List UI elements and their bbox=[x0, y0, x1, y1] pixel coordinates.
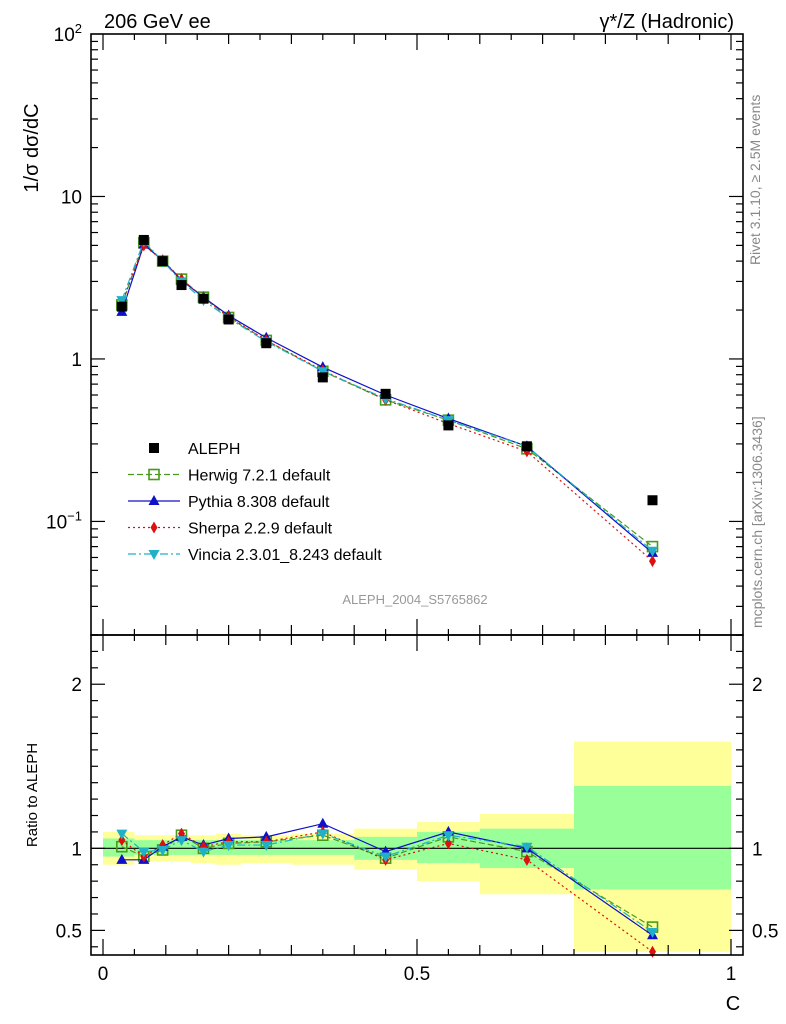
ratio-point-vincia bbox=[197, 847, 209, 858]
main-point-data bbox=[443, 420, 454, 431]
watermark: ALEPH_2004_S5765862 bbox=[342, 592, 487, 607]
ratio-point-sherpa bbox=[523, 853, 531, 866]
main-point-data bbox=[380, 388, 391, 399]
ratio-y-axis-label: Ratio to ALEPH bbox=[24, 743, 41, 847]
ratio-point-vincia bbox=[176, 836, 187, 847]
x-axis-label: C bbox=[726, 993, 740, 1015]
ratio-point-vincia bbox=[521, 842, 533, 853]
ratio-point-vincia bbox=[157, 845, 169, 856]
main-point-sherpa bbox=[649, 555, 656, 568]
main-point-data bbox=[261, 338, 272, 349]
main-point-data bbox=[157, 256, 168, 267]
ratio-point-sherpa bbox=[444, 837, 452, 850]
ratio-line-herwig bbox=[121, 834, 653, 928]
x-tick-label: 1 bbox=[726, 964, 737, 985]
legend-label: ALEPH bbox=[188, 441, 240, 458]
ratio-point-vincia bbox=[380, 852, 392, 863]
legend-marker bbox=[150, 521, 158, 534]
main-point-data bbox=[176, 280, 187, 291]
legend-label: Vincia 2.3.01_8.243 default bbox=[188, 547, 382, 564]
main-y-tick-label: 10−1 bbox=[46, 508, 82, 533]
ratio-point-vincia bbox=[647, 928, 658, 939]
ratio-y-tick-label: 0.5 bbox=[56, 921, 82, 942]
main-point-data bbox=[521, 441, 532, 452]
ratio-point-vincia bbox=[260, 841, 272, 852]
ratio-y-tick-label: 2 bbox=[71, 675, 82, 696]
ratio-axes: 0.5 0.5 1 1 2 2 0 0.5 1 bbox=[56, 634, 778, 985]
main-panel: 102 10 1 10−1 1/σ dσ/dC ALEPH_2004_S5765862… bbox=[21, 21, 744, 636]
main-plot-area bbox=[116, 234, 659, 568]
ratio-point-pythia bbox=[116, 853, 128, 864]
legend-label: Pythia 8.308 default bbox=[188, 494, 330, 511]
main-point-data bbox=[116, 301, 127, 312]
ratio-panel: 0.5 0.5 1 1 2 2 0 0.5 1 Ratio to ALEPH C bbox=[24, 634, 778, 1015]
ratio-y-tick-label-right: 0.5 bbox=[752, 921, 778, 942]
legend-label: Sherpa 2.2.9 default bbox=[188, 521, 333, 538]
main-point-data bbox=[223, 314, 234, 325]
ratio-point-vincia bbox=[116, 829, 128, 840]
legend-marker bbox=[148, 495, 160, 505]
ratio-point-pythia bbox=[317, 817, 329, 828]
ratio-point-sherpa bbox=[118, 834, 126, 847]
header-left: 206 GeV ee bbox=[104, 11, 211, 33]
ratio-point-vincia bbox=[223, 841, 235, 852]
legend: ALEPH Herwig 7.2.1 default Pythia 8.308 de… bbox=[128, 441, 382, 564]
main-point-data bbox=[138, 234, 149, 245]
main-y-tick-label: 10 bbox=[61, 187, 82, 208]
main-point-data bbox=[317, 372, 328, 383]
main-point-data bbox=[198, 293, 209, 304]
ratio-band-inner bbox=[574, 785, 731, 890]
ratio-band-inner bbox=[172, 840, 191, 855]
main-point-vincia bbox=[647, 546, 658, 557]
x-tick-label: 0 bbox=[98, 964, 109, 985]
side-text-top: Rivet 3.1.10, ≥ 2.5M events bbox=[747, 95, 763, 265]
ratio-point-vincia bbox=[138, 847, 150, 858]
ratio-y-tick-label-right: 1 bbox=[752, 839, 763, 860]
side-text-bottom: mcplots.cern.ch [arXiv:1306.3436] bbox=[749, 416, 765, 628]
legend-marker bbox=[148, 468, 160, 481]
legend-marker bbox=[149, 443, 159, 453]
ratio-y-tick-label-right: 2 bbox=[752, 675, 763, 696]
ratio-plot-area bbox=[91, 741, 743, 958]
ratio-point-vincia bbox=[317, 829, 329, 840]
main-y-tick-label: 1 bbox=[71, 350, 82, 371]
ratio-band-inner bbox=[291, 840, 355, 855]
x-tick-label: 0.5 bbox=[404, 964, 430, 985]
header-right: γ*/Z (Hadronic) bbox=[600, 11, 734, 33]
ratio-y-tick-label: 1 bbox=[71, 839, 82, 860]
main-y-axis-label: 1/σ dσ/dC bbox=[21, 103, 43, 192]
ratio-point-vincia bbox=[442, 831, 454, 842]
legend-marker bbox=[148, 550, 160, 560]
main-y-tick-label: 102 bbox=[54, 21, 82, 46]
main-axes: 102 10 1 10−1 bbox=[46, 21, 743, 636]
legend-label: Herwig 7.2.1 default bbox=[188, 468, 331, 485]
main-point-vincia bbox=[116, 296, 128, 307]
main-point-vincia bbox=[317, 367, 329, 378]
main-point-data bbox=[647, 495, 658, 506]
